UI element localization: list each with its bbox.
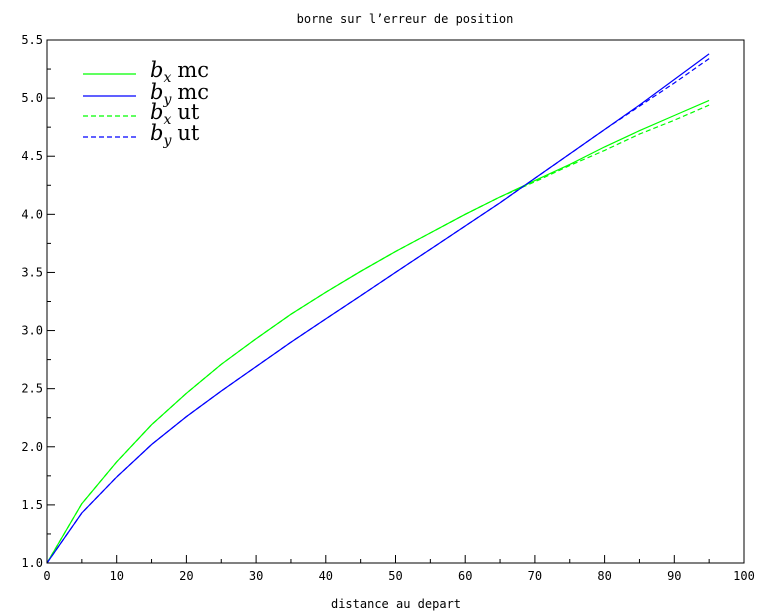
x-axis-label: distance au depart bbox=[331, 597, 461, 611]
y-tick-label-8: 5.0 bbox=[21, 91, 43, 105]
x-tick-label-9: 90 bbox=[667, 569, 681, 583]
y-tick-label-2: 2.0 bbox=[21, 440, 43, 454]
x-tick-label-4: 40 bbox=[319, 569, 333, 583]
x-tick-label-3: 30 bbox=[249, 569, 263, 583]
x-tick-label-6: 60 bbox=[458, 569, 472, 583]
y-tick-label-1: 1.5 bbox=[21, 498, 43, 512]
y-tick-label-3: 2.5 bbox=[21, 382, 43, 396]
legend-label-x-mc: bx mc bbox=[150, 58, 209, 86]
x-tick-label-7: 70 bbox=[528, 569, 542, 583]
y-tick-label-5: 3.5 bbox=[21, 265, 43, 279]
x-tick-label-1: 10 bbox=[109, 569, 123, 583]
x-tick-label-5: 50 bbox=[388, 569, 402, 583]
x-tick-label-0: 0 bbox=[43, 569, 50, 583]
legend-label-y-ut: by ut bbox=[150, 121, 200, 149]
series-line-x-mc bbox=[46, 99, 710, 564]
chart-title: borne sur l’erreur de position bbox=[297, 12, 514, 26]
y-tick-label-7: 4.5 bbox=[21, 149, 43, 163]
x-tick-label-8: 80 bbox=[597, 569, 611, 583]
x-tick-label-10: 100 bbox=[733, 569, 755, 583]
legend-label-y-mc: by mc bbox=[150, 80, 209, 108]
series-line-x-ut bbox=[46, 104, 710, 564]
series-line-y-mc bbox=[46, 53, 710, 564]
y-tick-label-0: 1.0 bbox=[21, 556, 43, 570]
legend-label-x-ut: bx ut bbox=[150, 100, 200, 128]
y-tick-label-4: 3.0 bbox=[21, 324, 43, 338]
x-tick-label-2: 20 bbox=[179, 569, 193, 583]
y-tick-label-6: 4.0 bbox=[21, 207, 43, 221]
y-tick-label-9: 5.5 bbox=[21, 33, 43, 47]
series-line-y-ut bbox=[46, 58, 710, 564]
